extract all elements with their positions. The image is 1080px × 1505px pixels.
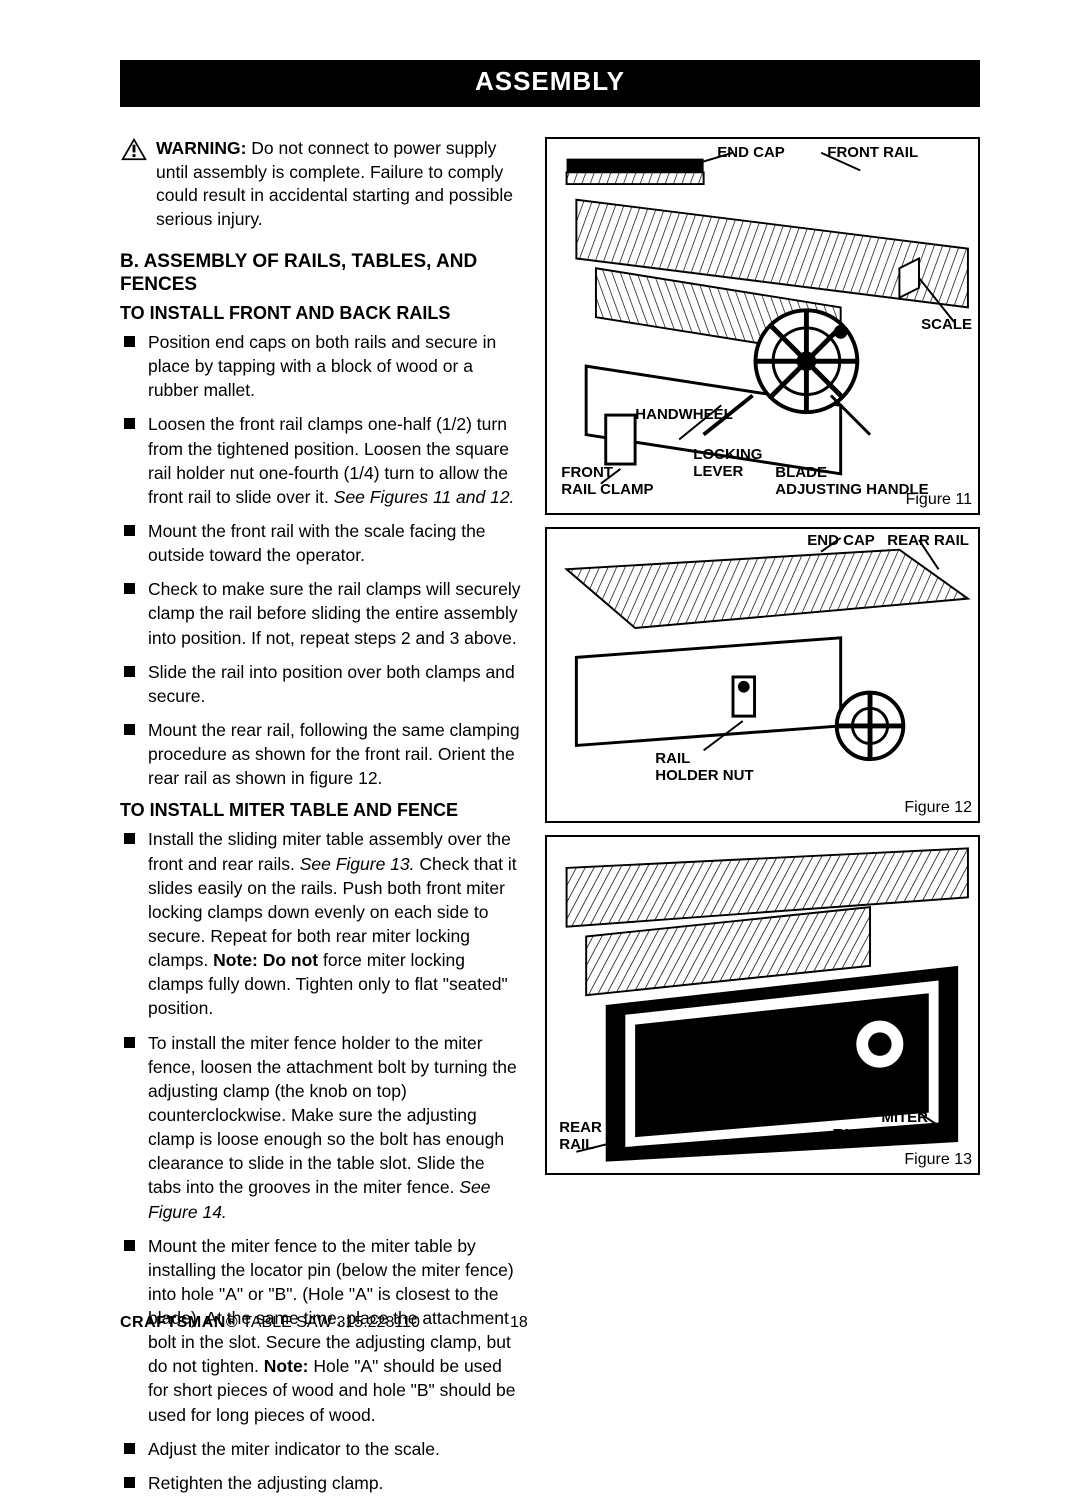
two-column-layout: WARNING: Do not connect to power supply …	[120, 137, 980, 1505]
sub1-list: Position end caps on both rails and secu…	[120, 330, 521, 790]
fig11-label-frontrail: FRONT RAIL	[827, 145, 918, 162]
left-column: WARNING: Do not connect to power supply …	[120, 137, 521, 1505]
list-item: Adjust the miter indicator to the scale.	[120, 1437, 521, 1461]
figure-12-drawing	[547, 529, 978, 821]
footer-model: TABLE SAW 315.228110	[242, 1314, 420, 1331]
sub1-title: TO INSTALL FRONT AND BACK RAILS	[120, 303, 521, 324]
list-item: Mount the front rail with the scale faci…	[120, 519, 521, 567]
page-footer: CRAFTSMAN® TABLE SAW 315.228110 18	[120, 1314, 420, 1332]
fig11-label-frontrailclamp: FRONT RAIL CLAMP	[561, 465, 653, 498]
fig12-label-railholdernut: RAIL HOLDER NUT	[655, 751, 753, 784]
right-column: END CAP FRONT RAIL SCALE HANDWHEEL LOCKI…	[545, 137, 980, 1505]
section-b-title: B. ASSEMBLY OF RAILS, TABLES, AND FENCES	[120, 250, 521, 298]
list-item: Slide the rail into position over both c…	[120, 660, 521, 708]
sub2-title: TO INSTALL MITER TABLE AND FENCE	[120, 800, 521, 821]
fig11-label-lockinglever: LOCKING LEVER	[693, 447, 762, 480]
fig11-label-scale: SCALE	[921, 317, 972, 334]
list-item: Position end caps on both rails and secu…	[120, 330, 521, 402]
warning-text: WARNING: Do not connect to power supply …	[156, 137, 521, 232]
list-item: To install the miter fence holder to the…	[120, 1031, 521, 1224]
fig13-label-rearrail: REAR RAIL	[559, 1120, 602, 1153]
figure-11-drawing	[547, 139, 978, 513]
footer-pagenum: 18	[510, 1314, 528, 1332]
list-item: Loosen the front rail clamps one-half (1…	[120, 412, 521, 509]
list-item: Retighten the adjusting clamp.	[120, 1471, 521, 1495]
footer-brand: CRAFTSMAN®	[120, 1314, 238, 1331]
list-item: Mount the rear rail, following the same …	[120, 718, 521, 790]
fig12-caption: Figure 12	[904, 799, 972, 817]
fig12-label-rearrail: REAR RAIL	[887, 533, 969, 550]
figure-12: END CAP REAR RAIL RAIL HOLDER NUT Figure…	[545, 527, 980, 823]
fig11-label-endcap: END CAP	[717, 145, 785, 162]
fig13-label-mitertablebase: MITER TABLE BASE	[833, 1110, 928, 1143]
list-item: Check to make sure the rail clamps will …	[120, 577, 521, 649]
fig11-caption: Figure 11	[906, 491, 972, 509]
figure-13: REAR RAIL MITER TABLE BASE Figure 13	[545, 835, 980, 1175]
section-banner-title: ASSEMBLY	[475, 66, 625, 96]
list-item: Install the sliding miter table assembly…	[120, 827, 521, 1020]
fig13-caption: Figure 13	[904, 1151, 972, 1169]
sub2-list: Install the sliding miter table assembly…	[120, 827, 521, 1495]
warning-block: WARNING: Do not connect to power supply …	[120, 137, 521, 232]
warning-label: WARNING:	[156, 138, 246, 158]
figure-11: END CAP FRONT RAIL SCALE HANDWHEEL LOCKI…	[545, 137, 980, 515]
section-banner: ASSEMBLY	[120, 60, 980, 107]
fig12-label-endcap: END CAP	[807, 533, 875, 550]
fig11-label-handwheel: HANDWHEEL	[635, 407, 733, 424]
warning-icon	[120, 137, 148, 168]
